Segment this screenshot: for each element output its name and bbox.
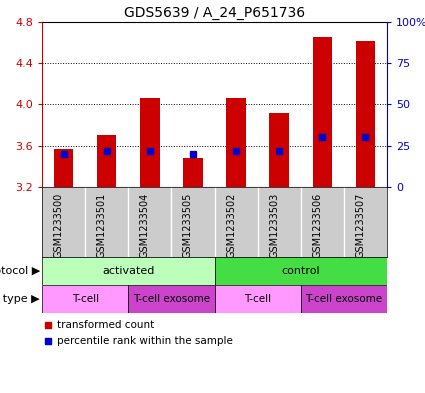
Bar (140, 98, 159, 187)
Text: protocol ▶: protocol ▶ (0, 266, 40, 276)
Text: GSM1233505: GSM1233505 (183, 193, 193, 258)
Bar (301, 285, 387, 313)
Text: GSM1233504: GSM1233504 (140, 193, 150, 258)
Text: percentile rank within the sample: percentile rank within the sample (57, 336, 233, 346)
Bar (269, 113, 289, 187)
Text: GSM1233501: GSM1233501 (96, 193, 107, 258)
Text: T-cell: T-cell (244, 294, 271, 304)
Text: GSM1233506: GSM1233506 (312, 193, 322, 258)
Text: GSM1233500: GSM1233500 (54, 193, 64, 258)
Bar (97, 136, 116, 187)
Text: T-cell exosome: T-cell exosome (305, 294, 382, 304)
Text: T-cell exosome: T-cell exosome (133, 294, 210, 304)
Bar (54, 149, 73, 187)
Bar (42, 257, 215, 285)
Bar (227, 98, 246, 187)
Bar (313, 37, 332, 187)
Text: control: control (281, 266, 320, 276)
Bar (128, 285, 215, 313)
Text: activated: activated (102, 266, 154, 276)
Text: GSM1233503: GSM1233503 (269, 193, 279, 258)
Text: GSM1233502: GSM1233502 (226, 193, 236, 258)
Text: T-cell: T-cell (71, 294, 99, 304)
Bar (183, 158, 203, 187)
Text: transformed count: transformed count (57, 320, 154, 330)
Bar (356, 40, 375, 187)
Text: GSM1233507: GSM1233507 (355, 193, 366, 258)
Bar (42, 285, 128, 313)
Text: cell type ▶: cell type ▶ (0, 294, 40, 304)
Bar (215, 285, 301, 313)
Bar (215, 257, 387, 285)
Title: GDS5639 / A_24_P651736: GDS5639 / A_24_P651736 (124, 6, 305, 20)
